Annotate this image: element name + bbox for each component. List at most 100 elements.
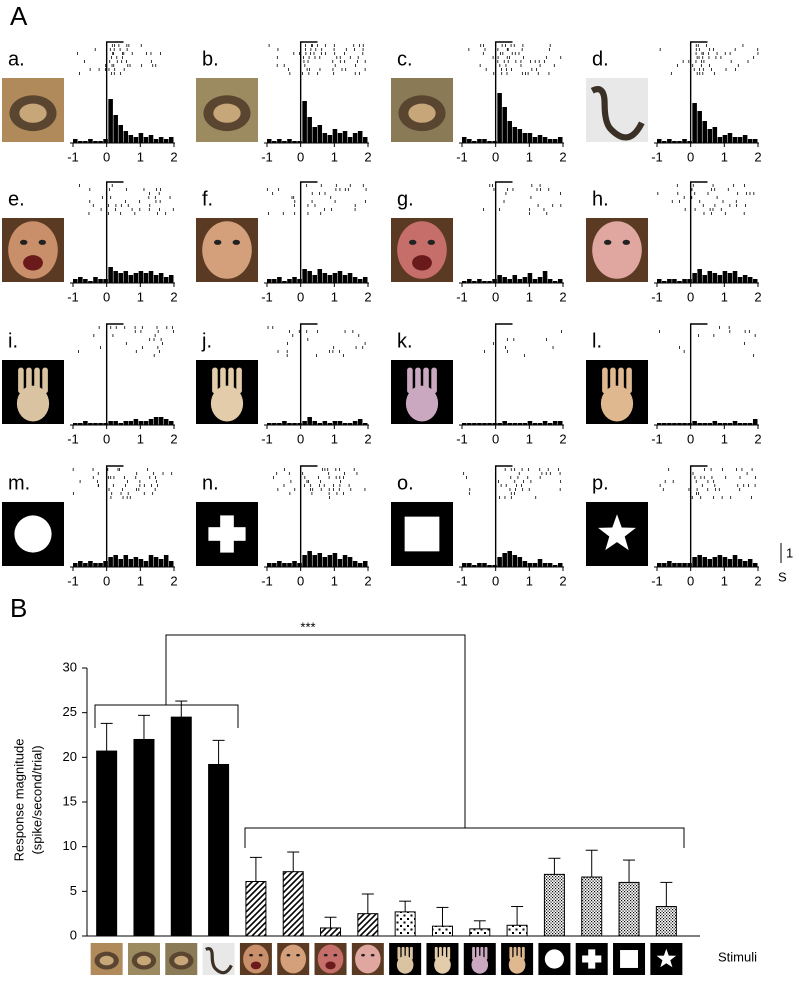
psth-bar (163, 419, 169, 425)
psth-bar (163, 139, 169, 143)
psth-bar (292, 561, 297, 567)
psth-bar (667, 139, 672, 143)
psth-bar (677, 563, 682, 567)
eye (249, 953, 254, 957)
psth-bar (497, 423, 502, 425)
psth-bar (128, 135, 134, 143)
psth-bar (123, 271, 129, 283)
bar (394, 911, 416, 937)
shape (598, 514, 636, 551)
stimulus-image (391, 360, 453, 424)
finger (415, 367, 421, 394)
psth-bar (722, 557, 728, 567)
psth-bar (657, 423, 662, 425)
psth-bar (267, 139, 272, 143)
stimulus-onset (689, 465, 708, 567)
x-tick-label: -1 (651, 431, 663, 446)
finger (42, 367, 48, 394)
psth-bar (362, 423, 368, 425)
psth-bar (88, 139, 93, 143)
psth-bar (322, 557, 328, 567)
psth-bar (327, 135, 333, 143)
psth-bar (752, 279, 758, 283)
subpanel-label: p. (592, 472, 609, 494)
finger (484, 946, 488, 960)
x-tick-label: 2 (364, 289, 371, 304)
psth-bar (158, 417, 164, 425)
psth-bar (712, 421, 718, 425)
psth-bar (342, 555, 348, 567)
psth-bar (307, 271, 312, 283)
mouth (250, 961, 262, 970)
x-tick-label: 2 (559, 289, 566, 304)
psth-bar (93, 563, 98, 567)
brackets (94, 634, 685, 848)
psth-bar (537, 135, 543, 143)
psth-bar (103, 561, 108, 567)
psth-bar (302, 555, 307, 567)
stimulus-onset (689, 41, 708, 143)
psth-bar (312, 275, 317, 283)
subpanel-label: c. (397, 48, 413, 70)
psth-bar (78, 423, 83, 425)
psth-bar (118, 423, 123, 425)
psth-bar (552, 281, 558, 283)
psth-bar (148, 555, 154, 567)
psth-bar (737, 559, 743, 567)
stimulus-onset (299, 323, 318, 425)
finger (18, 367, 24, 394)
psth-bar (537, 423, 543, 425)
x-tick-label: 0 (687, 289, 694, 304)
psth-bar (287, 279, 292, 283)
eye (370, 953, 375, 957)
psth-bar (747, 277, 753, 283)
stimulus-onset (689, 323, 708, 425)
x-tick-label: 1 (721, 289, 728, 304)
face (8, 221, 58, 279)
psth-bar (497, 93, 502, 143)
finger (476, 946, 480, 960)
psth-bar (487, 423, 492, 425)
psth-bar (272, 279, 277, 283)
psth-bar (507, 279, 512, 283)
psth-bar (552, 421, 558, 425)
y-tick-label: 10 (63, 838, 77, 853)
psth-bar (73, 279, 78, 283)
psth-bar (272, 563, 277, 567)
psth-bar (362, 561, 368, 567)
x-tick-label: 1 (331, 149, 338, 164)
psth-bar (702, 557, 707, 567)
stimulus-image (165, 943, 198, 975)
psth-bar (532, 279, 538, 283)
psth-bar (492, 565, 497, 567)
psth-bar (108, 99, 113, 143)
bar (581, 876, 603, 937)
stimulus-image (196, 502, 258, 566)
psth-bar (168, 421, 174, 425)
psth-bar (512, 423, 518, 425)
x-tick-label: -1 (651, 289, 663, 304)
psth-bar (487, 565, 492, 567)
psth-bar (98, 563, 103, 567)
bar (208, 763, 230, 937)
psth-bar (502, 421, 507, 425)
eye (603, 239, 612, 245)
finger (602, 367, 608, 394)
psth-bar (732, 137, 738, 143)
psth-bar (287, 139, 292, 143)
psth-bar (557, 421, 563, 425)
psth-bar (542, 563, 548, 567)
x-tick-label: 1 (137, 289, 144, 304)
stimulus-image (586, 78, 648, 142)
subpanel-label: e. (8, 188, 25, 210)
snake (590, 86, 645, 141)
x-tick-label: -1 (456, 573, 468, 588)
psth-bar (472, 281, 477, 283)
eye (19, 239, 28, 245)
psth-bar (727, 559, 733, 567)
psth-bar (133, 557, 139, 567)
psth-bar (727, 273, 733, 283)
shape (544, 949, 565, 969)
psth-bar (722, 271, 728, 283)
